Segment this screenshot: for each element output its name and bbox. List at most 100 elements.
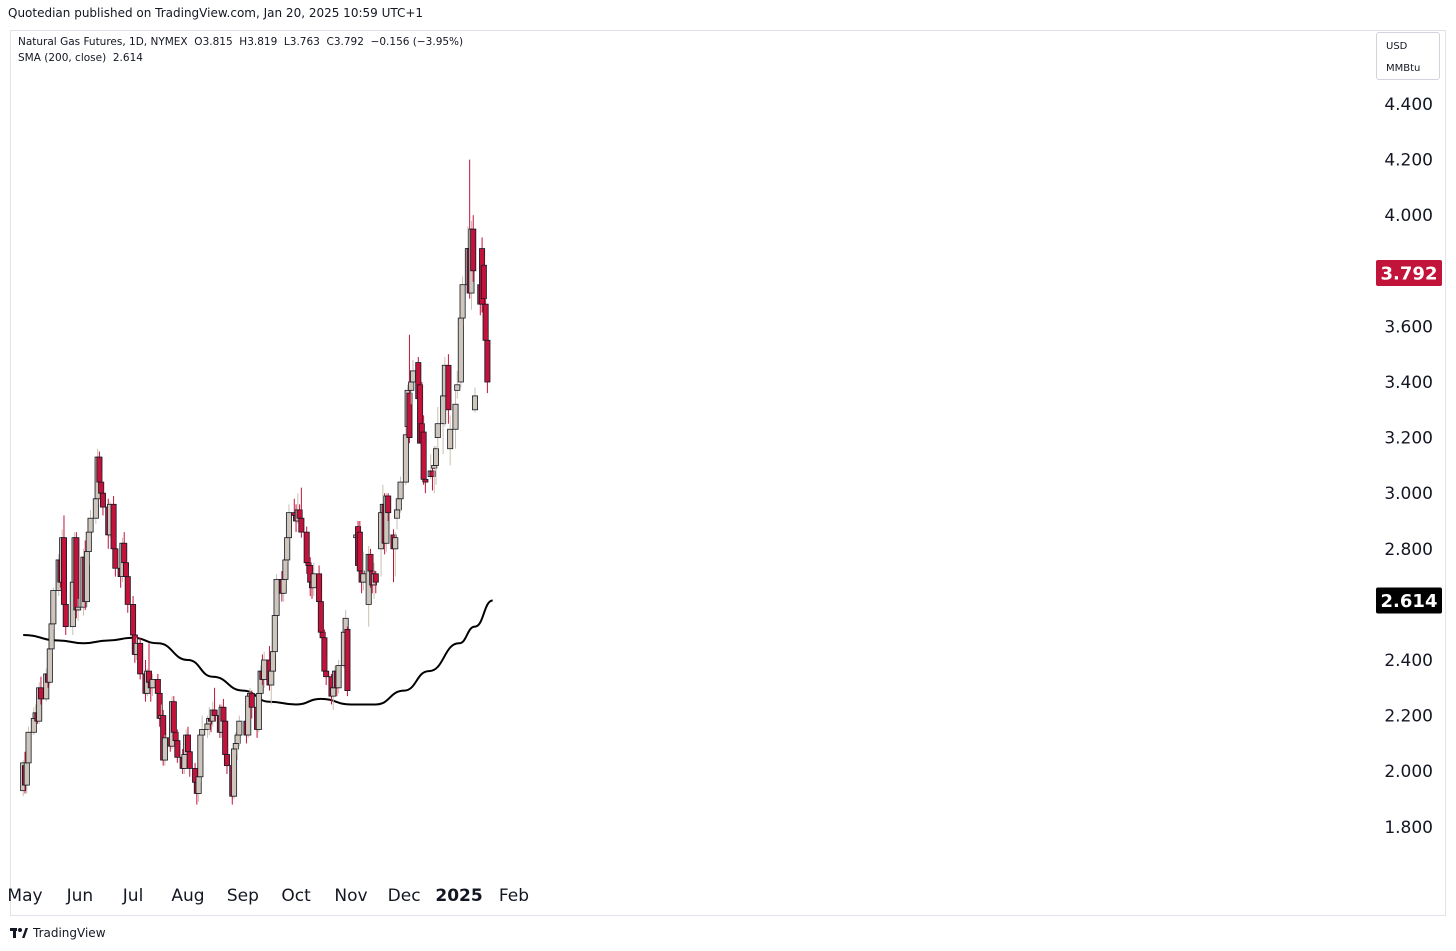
- candle[interactable]: [422, 443, 429, 494]
- candle[interactable]: [429, 465, 436, 491]
- x-tick-label: 2025: [435, 886, 482, 906]
- candle-body: [248, 692, 255, 708]
- candle-body: [161, 737, 168, 761]
- candle[interactable]: [112, 537, 119, 577]
- currency-label: USD: [1386, 41, 1408, 52]
- candle-body: [199, 729, 206, 736]
- candle[interactable]: [433, 445, 440, 485]
- candle-body: [285, 512, 292, 539]
- candle[interactable]: [459, 276, 466, 327]
- candle[interactable]: [447, 415, 454, 466]
- candle-body: [273, 578, 280, 616]
- candle[interactable]: [402, 423, 409, 485]
- symbol-ohlc-line: Natural Gas Futures, 1D, NYMEX O3.815 H3…: [18, 36, 464, 48]
- candle[interactable]: [211, 687, 218, 722]
- y-tick-label: 3.600: [1384, 317, 1433, 337]
- candle-body: [261, 659, 268, 680]
- candle-body: [186, 751, 193, 769]
- candle[interactable]: [335, 660, 342, 694]
- y-tick-label: 1.800: [1384, 818, 1433, 838]
- y-tick-label: 2.000: [1384, 762, 1433, 782]
- candle[interactable]: [197, 732, 204, 783]
- candle[interactable]: [186, 735, 193, 777]
- candle-body: [459, 284, 466, 319]
- candle-body: [484, 339, 491, 383]
- tradingview-brand[interactable]: TradingView: [10, 926, 106, 940]
- candle[interactable]: [484, 331, 491, 394]
- candle-body: [356, 531, 363, 572]
- x-tick-label: Aug: [171, 886, 204, 906]
- candle-layer: [20, 159, 491, 805]
- candle[interactable]: [174, 729, 181, 763]
- candle-body: [409, 370, 416, 383]
- candle[interactable]: [434, 407, 441, 449]
- candle[interactable]: [323, 654, 330, 686]
- candle[interactable]: [223, 746, 230, 774]
- candle-body: [310, 573, 317, 589]
- candle[interactable]: [480, 256, 487, 310]
- candle[interactable]: [25, 726, 32, 766]
- price-labels: 3.792 2.614: [1376, 260, 1442, 614]
- candle-body: [344, 629, 351, 691]
- candle[interactable]: [470, 215, 477, 282]
- x-tick-label: Nov: [334, 886, 367, 906]
- candle[interactable]: [161, 735, 168, 766]
- candle-body: [470, 228, 477, 272]
- candle[interactable]: [75, 598, 82, 622]
- candle[interactable]: [385, 493, 392, 521]
- candle-body: [429, 470, 436, 477]
- candle[interactable]: [454, 370, 461, 399]
- candle[interactable]: [199, 715, 206, 738]
- candle-body: [447, 428, 454, 450]
- x-tick-label: Dec: [388, 886, 421, 906]
- candle[interactable]: [62, 590, 69, 635]
- last-price-label-text: 3.792: [1381, 264, 1438, 285]
- currency-unit-selector[interactable]: USD MMBtu: [1376, 32, 1440, 80]
- candle[interactable]: [273, 573, 280, 622]
- x-tick-label: Sep: [227, 886, 259, 906]
- candle-body: [422, 478, 429, 483]
- candle[interactable]: [452, 387, 459, 449]
- price-axis: 4.400 4.200 4.000 3.600 3.400 3.200 3.000 2.800…: [1384, 95, 1433, 838]
- candle-body: [236, 720, 243, 736]
- sma-200-line[interactable]: [23, 599, 494, 706]
- candle[interactable]: [392, 532, 399, 577]
- candle[interactable]: [248, 690, 255, 719]
- x-tick-label: Jul: [122, 886, 144, 906]
- candle[interactable]: [137, 637, 144, 680]
- x-tick-label: Feb: [499, 886, 529, 906]
- candle-body: [480, 264, 487, 299]
- candle[interactable]: [50, 587, 57, 630]
- sma-price-label-bg: [1376, 587, 1442, 614]
- y-tick-label: 3.000: [1384, 484, 1433, 504]
- candle[interactable]: [124, 568, 131, 613]
- candle-body: [406, 392, 413, 438]
- y-tick-label: 3.200: [1384, 429, 1433, 449]
- candle-body: [50, 590, 57, 625]
- candle[interactable]: [236, 715, 243, 747]
- candle-body: [223, 754, 230, 767]
- candle[interactable]: [99, 482, 106, 516]
- candle-body: [149, 679, 156, 689]
- candle[interactable]: [471, 387, 478, 413]
- candle[interactable]: [344, 626, 351, 697]
- candle[interactable]: [372, 571, 379, 594]
- candle[interactable]: [285, 504, 292, 544]
- candle[interactable]: [298, 487, 305, 538]
- candle-body: [397, 481, 404, 500]
- y-tick-label: 2.200: [1384, 707, 1433, 727]
- candle-body: [457, 317, 464, 383]
- x-tick-label: Oct: [281, 886, 311, 906]
- candle[interactable]: [87, 509, 94, 541]
- candle-body: [137, 642, 144, 675]
- y-tick-label: 2.800: [1384, 540, 1433, 560]
- chart-frame: [10, 30, 1446, 916]
- candle-body: [471, 395, 478, 411]
- candle[interactable]: [445, 354, 452, 424]
- candle-body: [75, 606, 82, 611]
- sma-price-label-text: 2.614: [1381, 591, 1438, 612]
- last-price-label-bg: [1376, 260, 1442, 287]
- sma-price-label: 2.614: [1376, 587, 1442, 614]
- candle[interactable]: [397, 476, 404, 513]
